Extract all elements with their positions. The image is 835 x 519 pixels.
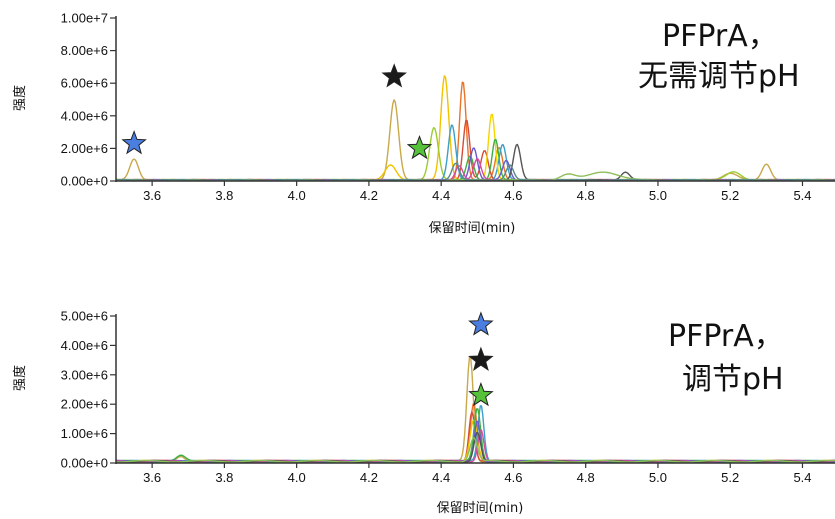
y-tick-label: 2.00e+6 xyxy=(61,397,108,412)
chart-top: 强度 保留时间(min) PFPrA， 无需调节pH 0.00e+0 2.00e+… xyxy=(12,11,835,236)
y-tick-label: 1.00e+6 xyxy=(61,426,108,441)
series-traces xyxy=(115,356,835,463)
x-tick-label: 4.4 xyxy=(432,470,450,485)
y-tick-label: 1.00e+7 xyxy=(61,11,108,26)
x-tick-label: 4.6 xyxy=(504,470,522,485)
series-line xyxy=(116,147,835,182)
x-tick-label: 3.6 xyxy=(143,188,161,203)
y-tick-label: 3.00e+6 xyxy=(61,367,108,382)
annotation-line-1: PFPrA， xyxy=(668,319,784,354)
x-tick-label: 4.2 xyxy=(360,470,378,485)
star-marker xyxy=(468,381,494,407)
x-tick-label: 4.4 xyxy=(432,188,450,203)
x-tick-label: 4.0 xyxy=(288,470,306,485)
y-tick-label: 0.00e+0 xyxy=(61,456,108,471)
x-tick-label: 3.6 xyxy=(143,470,161,485)
series-line xyxy=(116,437,835,463)
x-tick-label: 4.8 xyxy=(577,188,595,203)
x-tick-label: 5.0 xyxy=(649,470,667,485)
x-tick-label: 3.8 xyxy=(215,470,233,485)
y-tick-label: 2.00e+6 xyxy=(61,141,108,156)
y-tick-label: 5.00e+6 xyxy=(61,309,108,324)
y-axis-label: 强度 xyxy=(12,85,28,111)
series-line xyxy=(116,99,835,182)
y-tick-label: 0.00e+0 xyxy=(61,174,108,189)
x-tick-label: 5.4 xyxy=(793,470,811,485)
x-tick-label: 4.8 xyxy=(577,470,595,485)
x-axis-label: 保留时间(min) xyxy=(429,221,516,236)
x-tick-label: 5.0 xyxy=(649,188,667,203)
y-axis-label: 强度 xyxy=(12,365,28,391)
annotation-line-1: PFPrA， xyxy=(662,19,778,54)
series-line xyxy=(116,81,835,182)
star-marker xyxy=(381,63,407,88)
x-tick-label: 4.0 xyxy=(288,188,306,203)
y-tick-label: 4.00e+6 xyxy=(61,338,108,353)
annotation-line-2: 调节pH xyxy=(682,362,784,397)
x-tick-label: 4.2 xyxy=(360,188,378,203)
x-tick-label: 5.2 xyxy=(721,188,739,203)
y-tick-label: 4.00e+6 xyxy=(61,108,108,123)
y-tick-label: 8.00e+6 xyxy=(61,43,108,58)
star-marker xyxy=(406,134,433,160)
x-tick-label: 5.2 xyxy=(721,470,739,485)
x-tick-label: 3.8 xyxy=(215,188,233,203)
x-tick-label: 4.6 xyxy=(504,188,522,203)
x-axis-label: 保留时间(min) xyxy=(437,501,524,516)
star-marker xyxy=(121,130,147,155)
y-tick-label: 6.00e+6 xyxy=(61,76,108,91)
star-marker xyxy=(468,346,494,371)
annotation-line-2: 无需调节pH xyxy=(638,59,800,94)
chart-bottom: 强度 保留时间(min) PFPrA， 调节pH 0.00e+0 1.00e+6 2… xyxy=(12,309,835,516)
star-marker xyxy=(468,311,494,336)
x-tick-label: 5.4 xyxy=(793,188,811,203)
